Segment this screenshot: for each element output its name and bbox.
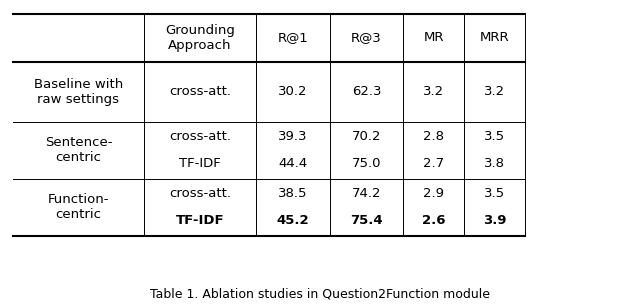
Text: MRR: MRR — [479, 31, 509, 44]
Text: 30.2: 30.2 — [278, 85, 308, 98]
Text: TF-IDF: TF-IDF — [179, 157, 221, 170]
Text: Function-
centric: Function- centric — [47, 193, 109, 221]
Text: 70.2: 70.2 — [351, 130, 381, 143]
Text: 3.5: 3.5 — [484, 187, 505, 200]
Text: Table 1. Ablation studies in Question2Function module: Table 1. Ablation studies in Question2Fu… — [150, 288, 490, 301]
Text: Baseline with
raw settings: Baseline with raw settings — [34, 78, 123, 106]
Text: 45.2: 45.2 — [276, 214, 309, 227]
Text: 74.2: 74.2 — [351, 187, 381, 200]
Text: R@3: R@3 — [351, 31, 382, 44]
Text: Sentence-
centric: Sentence- centric — [45, 136, 112, 164]
Text: 3.9: 3.9 — [483, 214, 506, 227]
Text: 39.3: 39.3 — [278, 130, 308, 143]
Text: cross-att.: cross-att. — [169, 85, 231, 98]
Text: 3.2: 3.2 — [484, 85, 505, 98]
Text: Grounding
Approach: Grounding Approach — [165, 24, 235, 52]
Text: R@1: R@1 — [277, 31, 308, 44]
Text: MR: MR — [423, 31, 444, 44]
Text: 3.8: 3.8 — [484, 157, 505, 170]
Text: 2.9: 2.9 — [423, 187, 444, 200]
Text: 3.5: 3.5 — [484, 130, 505, 143]
Text: 62.3: 62.3 — [351, 85, 381, 98]
Text: 75.0: 75.0 — [351, 157, 381, 170]
Text: 2.6: 2.6 — [422, 214, 445, 227]
Text: TF-IDF: TF-IDF — [176, 214, 224, 227]
Text: 3.2: 3.2 — [423, 85, 444, 98]
Text: cross-att.: cross-att. — [169, 187, 231, 200]
Text: 2.8: 2.8 — [423, 130, 444, 143]
Text: 38.5: 38.5 — [278, 187, 308, 200]
Text: cross-att.: cross-att. — [169, 130, 231, 143]
Text: 2.7: 2.7 — [423, 157, 444, 170]
Text: 44.4: 44.4 — [278, 157, 307, 170]
Text: 75.4: 75.4 — [350, 214, 383, 227]
